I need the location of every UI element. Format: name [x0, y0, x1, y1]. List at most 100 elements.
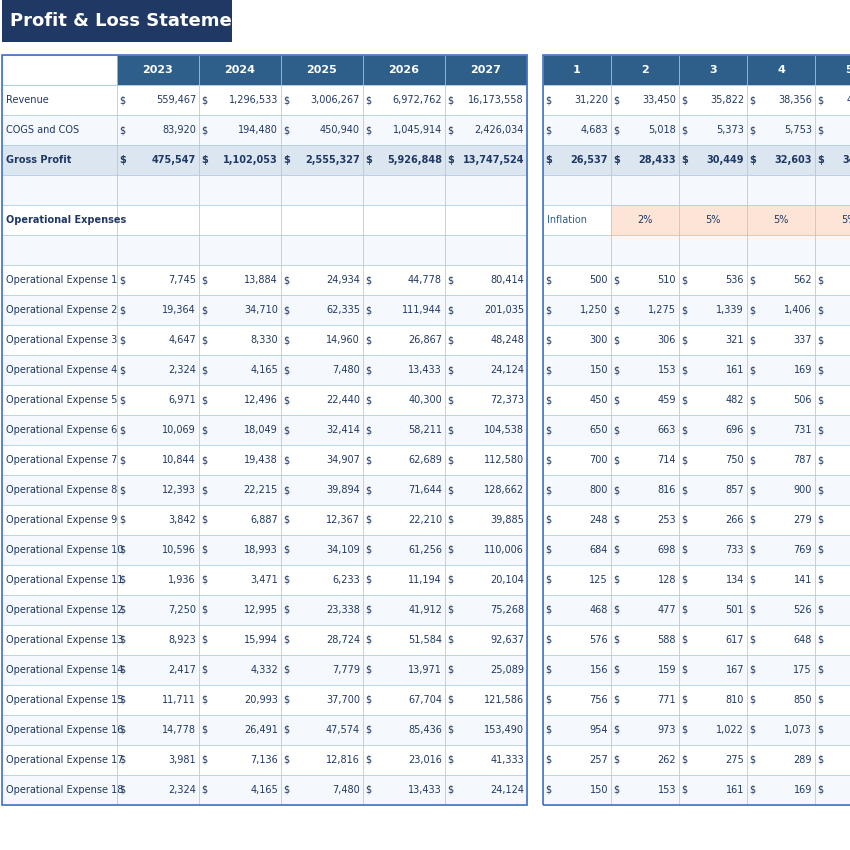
Text: $: $	[447, 125, 453, 135]
Text: 2,426,034: 2,426,034	[474, 125, 524, 135]
Text: 954: 954	[590, 725, 608, 735]
Bar	[747, 265, 815, 295]
Text: 22,210: 22,210	[408, 515, 442, 525]
Text: $: $	[749, 455, 755, 465]
Bar	[679, 625, 747, 655]
Bar	[815, 685, 850, 715]
Text: 816: 816	[658, 485, 676, 495]
Text: 39,885: 39,885	[490, 515, 524, 525]
Text: $: $	[681, 455, 687, 465]
Text: 12,367: 12,367	[326, 515, 360, 525]
Bar	[747, 355, 815, 385]
Text: $: $	[749, 275, 755, 285]
Text: 300: 300	[590, 335, 608, 345]
Bar	[363, 415, 445, 445]
Bar	[747, 445, 815, 475]
Text: 153: 153	[658, 365, 676, 375]
Text: $: $	[545, 575, 551, 585]
Bar	[747, 775, 815, 805]
Bar	[2, 235, 117, 265]
Bar	[117, 565, 199, 595]
Text: 71,644: 71,644	[408, 485, 442, 495]
Text: $: $	[365, 425, 371, 435]
Text: $: $	[283, 95, 289, 105]
Text: 23,016: 23,016	[408, 755, 442, 765]
Text: $: $	[283, 395, 289, 405]
Bar	[117, 355, 199, 385]
Bar	[815, 625, 850, 655]
Text: $: $	[681, 155, 688, 165]
Text: $: $	[365, 305, 371, 315]
Text: 248: 248	[590, 515, 608, 525]
Text: $: $	[365, 635, 371, 645]
Bar	[815, 475, 850, 505]
Bar	[445, 55, 527, 85]
Bar	[747, 595, 815, 625]
Bar	[815, 55, 850, 85]
Text: 112,580: 112,580	[484, 455, 524, 465]
Bar	[281, 535, 363, 565]
Text: $: $	[447, 335, 453, 345]
Bar	[281, 715, 363, 745]
Text: $: $	[283, 425, 289, 435]
Bar	[611, 565, 679, 595]
Bar	[747, 565, 815, 595]
Bar	[2, 0, 232, 42]
Bar	[543, 355, 611, 385]
Text: 167: 167	[726, 665, 744, 675]
Text: $: $	[613, 545, 619, 555]
Text: $: $	[545, 665, 551, 675]
Bar	[543, 445, 611, 475]
Bar	[363, 535, 445, 565]
Bar	[199, 205, 281, 235]
Text: 5,373: 5,373	[716, 125, 744, 135]
Bar	[611, 685, 679, 715]
Bar	[117, 265, 199, 295]
Bar	[445, 85, 527, 115]
Text: $: $	[613, 695, 619, 705]
Bar	[543, 145, 611, 175]
Text: $: $	[817, 365, 823, 375]
Bar	[117, 655, 199, 685]
Text: 562: 562	[793, 275, 812, 285]
Bar	[679, 235, 747, 265]
Text: $: $	[817, 485, 823, 495]
Bar	[2, 325, 117, 355]
Bar	[747, 475, 815, 505]
Text: $: $	[283, 275, 289, 285]
Bar	[117, 115, 199, 145]
Text: $: $	[681, 755, 687, 765]
Text: $: $	[447, 155, 454, 165]
Bar	[679, 175, 747, 205]
Bar	[747, 55, 815, 85]
Bar	[281, 595, 363, 625]
Bar	[445, 445, 527, 475]
Text: $: $	[681, 95, 687, 105]
Text: $: $	[817, 665, 823, 675]
Text: 16,173,558: 16,173,558	[468, 95, 524, 105]
Text: 253: 253	[657, 515, 676, 525]
Bar	[543, 655, 611, 685]
Text: $: $	[283, 575, 289, 585]
Text: $: $	[447, 275, 453, 285]
Bar	[445, 565, 527, 595]
Bar	[679, 475, 747, 505]
Text: $: $	[283, 515, 289, 525]
Bar	[611, 445, 679, 475]
Bar	[679, 505, 747, 535]
Bar	[281, 445, 363, 475]
Text: 3: 3	[709, 65, 717, 75]
Text: $: $	[749, 305, 755, 315]
Text: $: $	[119, 635, 125, 645]
Text: $: $	[817, 635, 823, 645]
Text: $: $	[613, 335, 619, 345]
Bar	[281, 325, 363, 355]
Bar	[815, 655, 850, 685]
Text: $: $	[613, 605, 619, 615]
Bar	[815, 415, 850, 445]
Bar	[679, 115, 747, 145]
Bar	[679, 355, 747, 385]
Text: 169: 169	[794, 785, 812, 795]
Bar	[445, 235, 527, 265]
Bar	[815, 775, 850, 805]
